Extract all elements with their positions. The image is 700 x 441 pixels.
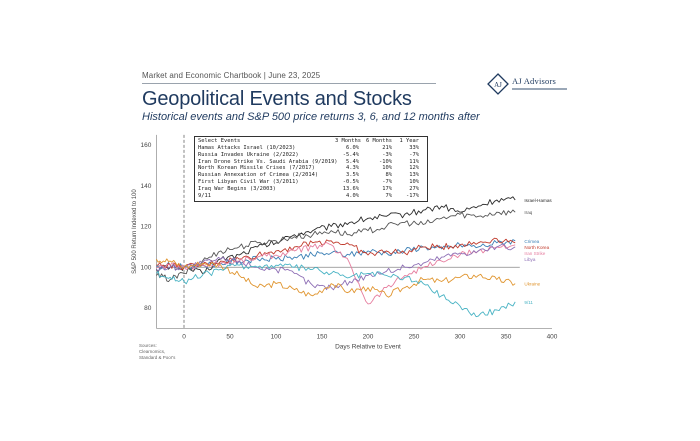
x-tick-label: 250 (409, 333, 420, 340)
series-end-label: Ukraine (524, 282, 540, 287)
table-cell-1y: -7% (409, 151, 419, 158)
chartbook-header: Market and Economic Chartbook | June 23,… (142, 71, 321, 80)
x-tick-label: 50 (226, 333, 234, 340)
table-cell-1y: -17% (406, 192, 419, 199)
table-cell-event: Russia Invades Ukraine (2/2022) (198, 151, 299, 158)
table-header-1y: 1 Year (399, 138, 419, 144)
series-line (156, 263, 516, 318)
table-cell-3m: -5.4% (342, 151, 359, 158)
table-cell-6m: 8% (385, 172, 393, 179)
x-tick-label: 300 (455, 333, 466, 340)
table-cell-1y: 27% (409, 185, 419, 192)
table-cell-event: 9/11 (198, 192, 211, 199)
table-cell-3m: 6.0% (346, 145, 359, 151)
table-cell-6m: -10% (379, 158, 392, 165)
x-tick-label: 350 (501, 333, 512, 340)
table-cell-3m: -0.5% (342, 179, 359, 185)
series-line (156, 196, 516, 274)
table-cell-event: Russian Annexation of Crimea (2/2014) (198, 172, 319, 179)
table-header-3m: 3 Months (335, 138, 361, 144)
table-cell-6m: 21% (382, 145, 392, 151)
table-cell-event: North Korean Missile Crises (7/2017) (198, 165, 315, 172)
series-end-label: Israel-Hamas (524, 198, 552, 203)
y-tick-label: 160 (141, 142, 152, 149)
series-line (156, 258, 516, 298)
table-cell-3m: 13.6% (342, 185, 359, 192)
table-header-6m: 6 Months (366, 138, 392, 144)
table-cell-3m: 4.0% (346, 192, 359, 199)
table-cell-1y: 13% (409, 172, 419, 179)
logo-tagline-bar (512, 88, 567, 90)
series-line (156, 243, 516, 291)
table-cell-6m: 7% (385, 192, 393, 199)
x-axis-title: Days Relative to Event (335, 343, 401, 350)
y-axis-title: S&P 500 Return Indexed to 100 (132, 189, 138, 274)
series-end-label: Crimea (524, 239, 539, 244)
table-cell-6m: -7% (382, 179, 392, 185)
x-tick-label: 200 (363, 333, 374, 340)
table-cell-6m: -3% (382, 151, 392, 158)
table-cell-1y: 33% (409, 145, 419, 151)
y-tick-label: 80 (144, 305, 152, 312)
page-title: Geopolitical Events and Stocks (142, 88, 412, 110)
header-rule (142, 83, 436, 84)
page-subtitle: Historical events and S&P 500 price retu… (142, 111, 480, 123)
table-cell-1y: 10% (409, 179, 419, 185)
table-cell-event: Hamas Attacks Israel (10/2023) (198, 145, 296, 151)
table-cell-event: First Libyan Civil War (3/2011) (198, 179, 299, 185)
series-line (156, 209, 516, 283)
x-tick-label: 100 (271, 333, 282, 340)
table-cell-3m: 5.4% (346, 158, 359, 165)
x-tick-label: 400 (547, 333, 558, 340)
svg-text:AJ: AJ (494, 81, 502, 89)
table-cell-1y: 12% (409, 165, 419, 172)
x-tick-label: 150 (317, 333, 328, 340)
series-end-label: North Korea (524, 245, 549, 250)
table-cell-6m: 10% (382, 165, 392, 172)
aj-advisors-logo: AJ AJ Advisors (487, 71, 567, 101)
table-cell-1y: 11% (409, 158, 419, 165)
x-tick-label: 0 (182, 333, 186, 340)
table-cell-event: Iran Drone Strike Vs. Saudi Arabia (9/20… (198, 158, 338, 165)
series-line (156, 242, 516, 305)
table-cell-6m: 17% (382, 185, 392, 192)
aj-advisors-logo-icon: AJ (487, 73, 509, 95)
y-tick-label: 140 (141, 183, 152, 190)
table-cell-3m: 4.3% (346, 165, 359, 172)
table-header-events: Select Events (198, 138, 241, 144)
logo-name: AJ Advisors (512, 76, 556, 86)
event-returns-table: Select Events 3 Months 6 Months 1 Year H… (194, 136, 428, 202)
series-end-label: Libya (524, 257, 535, 262)
series-end-label: Iran Strike (524, 251, 545, 256)
y-tick-label: 100 (141, 264, 152, 271)
table-cell-event: Iraq War Begins (3/2003) (198, 185, 276, 192)
series-end-label: 9/11 (524, 300, 533, 305)
series-end-label: Iraq (524, 210, 532, 215)
table-cell-3m: 3.5% (346, 172, 359, 179)
source-note: Sources: Clearnomics, Standard & Poor's (139, 343, 176, 360)
y-tick-label: 120 (141, 224, 152, 231)
